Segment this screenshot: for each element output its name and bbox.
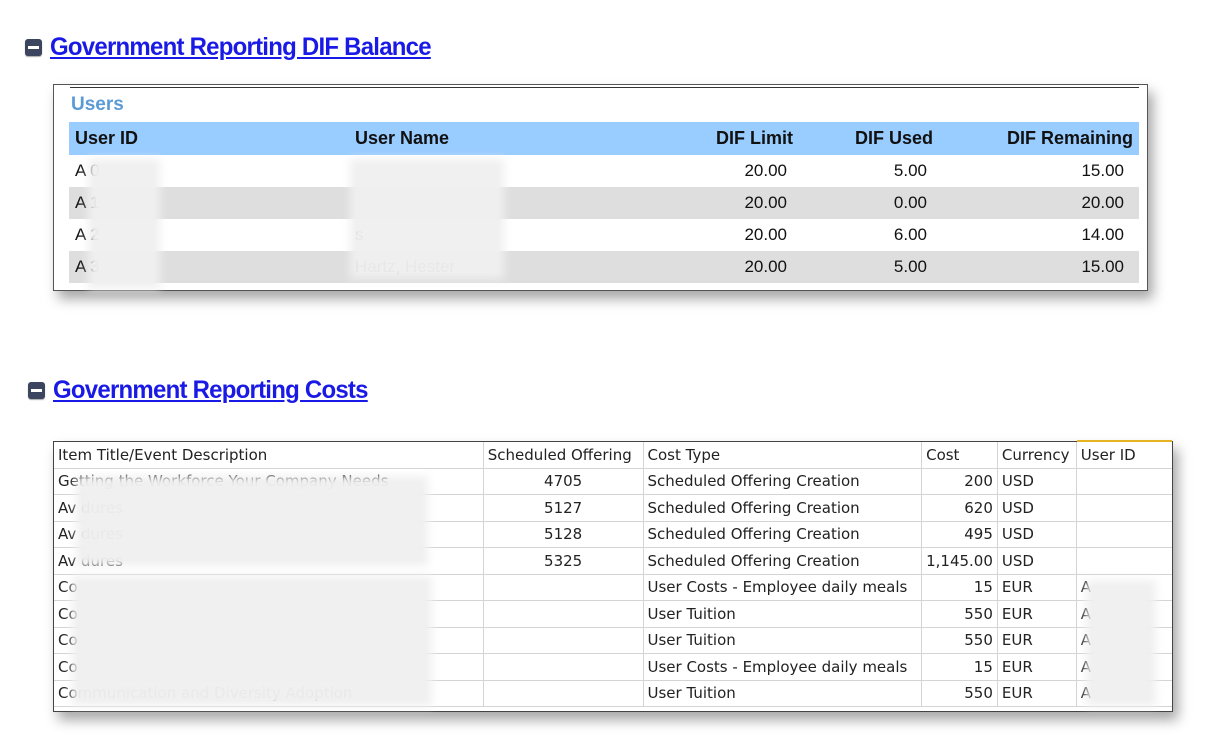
column-header-user-name: User Name <box>349 122 629 155</box>
scheduled-offering-cell <box>483 680 644 707</box>
user-id-cell: A 2 <box>75 225 100 244</box>
divider <box>70 87 1139 88</box>
column-header-user-id: User ID <box>69 122 349 155</box>
scheduled-offering-cell: 5128 <box>483 521 644 548</box>
currency-cell: USD <box>997 547 1077 575</box>
column-header-dif-used: DIF Used <box>799 122 939 155</box>
dif-used-cell: 6.00 <box>893 225 927 244</box>
currency-cell: EUR <box>997 653 1077 681</box>
currency-cell: USD <box>997 468 1077 495</box>
user-id-cell <box>1076 547 1172 575</box>
users-header-row: User ID User Name DIF Limit DIF Used DIF… <box>69 122 1139 155</box>
redacted-user-id <box>1092 586 1150 700</box>
cost-cell: 1,145.00 <box>921 547 998 575</box>
scheduled-offering-cell <box>483 653 644 681</box>
dif-remaining-cell: 15.00 <box>1081 161 1124 180</box>
dif-used-cell: 0.00 <box>799 187 939 219</box>
redacted-user-id <box>94 165 154 283</box>
dif-used-cell: 5.00 <box>893 161 927 180</box>
cost-cell: 15 <box>921 574 998 601</box>
costs-header-row: Item Title/Event Description Scheduled O… <box>54 442 1172 469</box>
cost-cell: 200 <box>921 468 998 495</box>
cost-cell: 550 <box>921 600 998 628</box>
redacted-item-title <box>82 482 422 560</box>
column-header-item-title: Item Title/Event Description <box>54 442 484 469</box>
dif-balance-section-title[interactable]: Government Reporting DIF Balance <box>50 33 432 61</box>
cost-cell: 15 <box>921 653 998 681</box>
user-id-cell: A 0 <box>75 161 100 180</box>
cost-type-cell: Scheduled Offering Creation <box>643 468 923 495</box>
scheduled-offering-cell <box>483 627 644 654</box>
scheduled-offering-cell <box>483 574 644 601</box>
cost-type-cell: User Costs - Employee daily meals <box>643 574 923 601</box>
column-header-dif-limit: DIF Limit <box>629 122 799 155</box>
selection-indicator <box>1077 440 1172 442</box>
redacted-user-name <box>356 165 498 273</box>
cost-type-cell: User Tuition <box>643 600 923 628</box>
scheduled-offering-cell <box>483 600 644 628</box>
collapse-icon[interactable] <box>25 39 42 56</box>
cost-cell: 620 <box>921 494 998 522</box>
costs-panel: Item Title/Event Description Scheduled O… <box>53 440 1173 712</box>
users-table: User ID User Name DIF Limit DIF Used DIF… <box>69 122 1139 283</box>
currency-cell: EUR <box>997 600 1077 628</box>
dif-remaining-cell: 15.00 <box>939 251 1139 283</box>
dif-balance-section-header: Government Reporting DIF Balance <box>25 33 447 62</box>
column-header-user-id: User ID <box>1076 442 1172 469</box>
users-caption: Users <box>71 94 124 115</box>
column-header-cost-type: Cost Type <box>643 442 923 469</box>
dif-limit-cell: 20.00 <box>629 251 799 283</box>
cost-type-cell: User Costs - Employee daily meals <box>643 653 923 681</box>
redacted-item-title <box>78 582 426 700</box>
dif-remaining-cell: 14.00 <box>1081 225 1124 244</box>
cost-type-cell: Scheduled Offering Creation <box>643 547 923 575</box>
users-panel: Users User ID User Name DIF Limit DIF Us… <box>53 84 1148 291</box>
currency-cell: EUR <box>997 680 1077 707</box>
user-id-cell <box>1076 468 1172 495</box>
column-header-currency: Currency <box>997 442 1077 469</box>
column-header-dif-remaining: DIF Remaining <box>939 122 1139 155</box>
column-header-scheduled-offering: Scheduled Offering <box>483 442 644 469</box>
costs-section-header: Government Reporting Costs <box>28 376 381 405</box>
dif-limit-cell: 20.00 <box>744 161 787 180</box>
dif-used-cell: 5.00 <box>799 251 939 283</box>
costs-section-title[interactable]: Government Reporting Costs <box>53 376 369 404</box>
dif-limit-cell: 20.00 <box>744 225 787 244</box>
currency-cell: USD <box>997 521 1077 548</box>
cost-cell: 550 <box>921 680 998 707</box>
currency-cell: USD <box>997 494 1077 522</box>
dif-remaining-cell: 20.00 <box>939 187 1139 219</box>
currency-cell: EUR <box>997 627 1077 654</box>
column-header-cost: Cost <box>921 442 998 469</box>
cost-type-cell: User Tuition <box>643 680 923 707</box>
user-id-cell <box>1076 521 1172 548</box>
table-row: A 0 20.00 5.00 15.00 <box>69 155 1139 187</box>
scheduled-offering-cell: 4705 <box>483 468 644 495</box>
cost-type-cell: User Tuition <box>643 627 923 654</box>
scheduled-offering-cell: 5127 <box>483 494 644 522</box>
dif-limit-cell: 20.00 <box>629 187 799 219</box>
scheduled-offering-cell: 5325 <box>483 547 644 575</box>
cost-type-cell: Scheduled Offering Creation <box>643 494 923 522</box>
cost-cell: 495 <box>921 521 998 548</box>
cost-type-cell: Scheduled Offering Creation <box>643 521 923 548</box>
currency-cell: EUR <box>997 574 1077 601</box>
user-id-cell <box>1076 494 1172 522</box>
collapse-icon[interactable] <box>28 382 45 399</box>
table-row: A 1 20.00 0.00 20.00 <box>69 187 1139 219</box>
cost-cell: 550 <box>921 627 998 654</box>
